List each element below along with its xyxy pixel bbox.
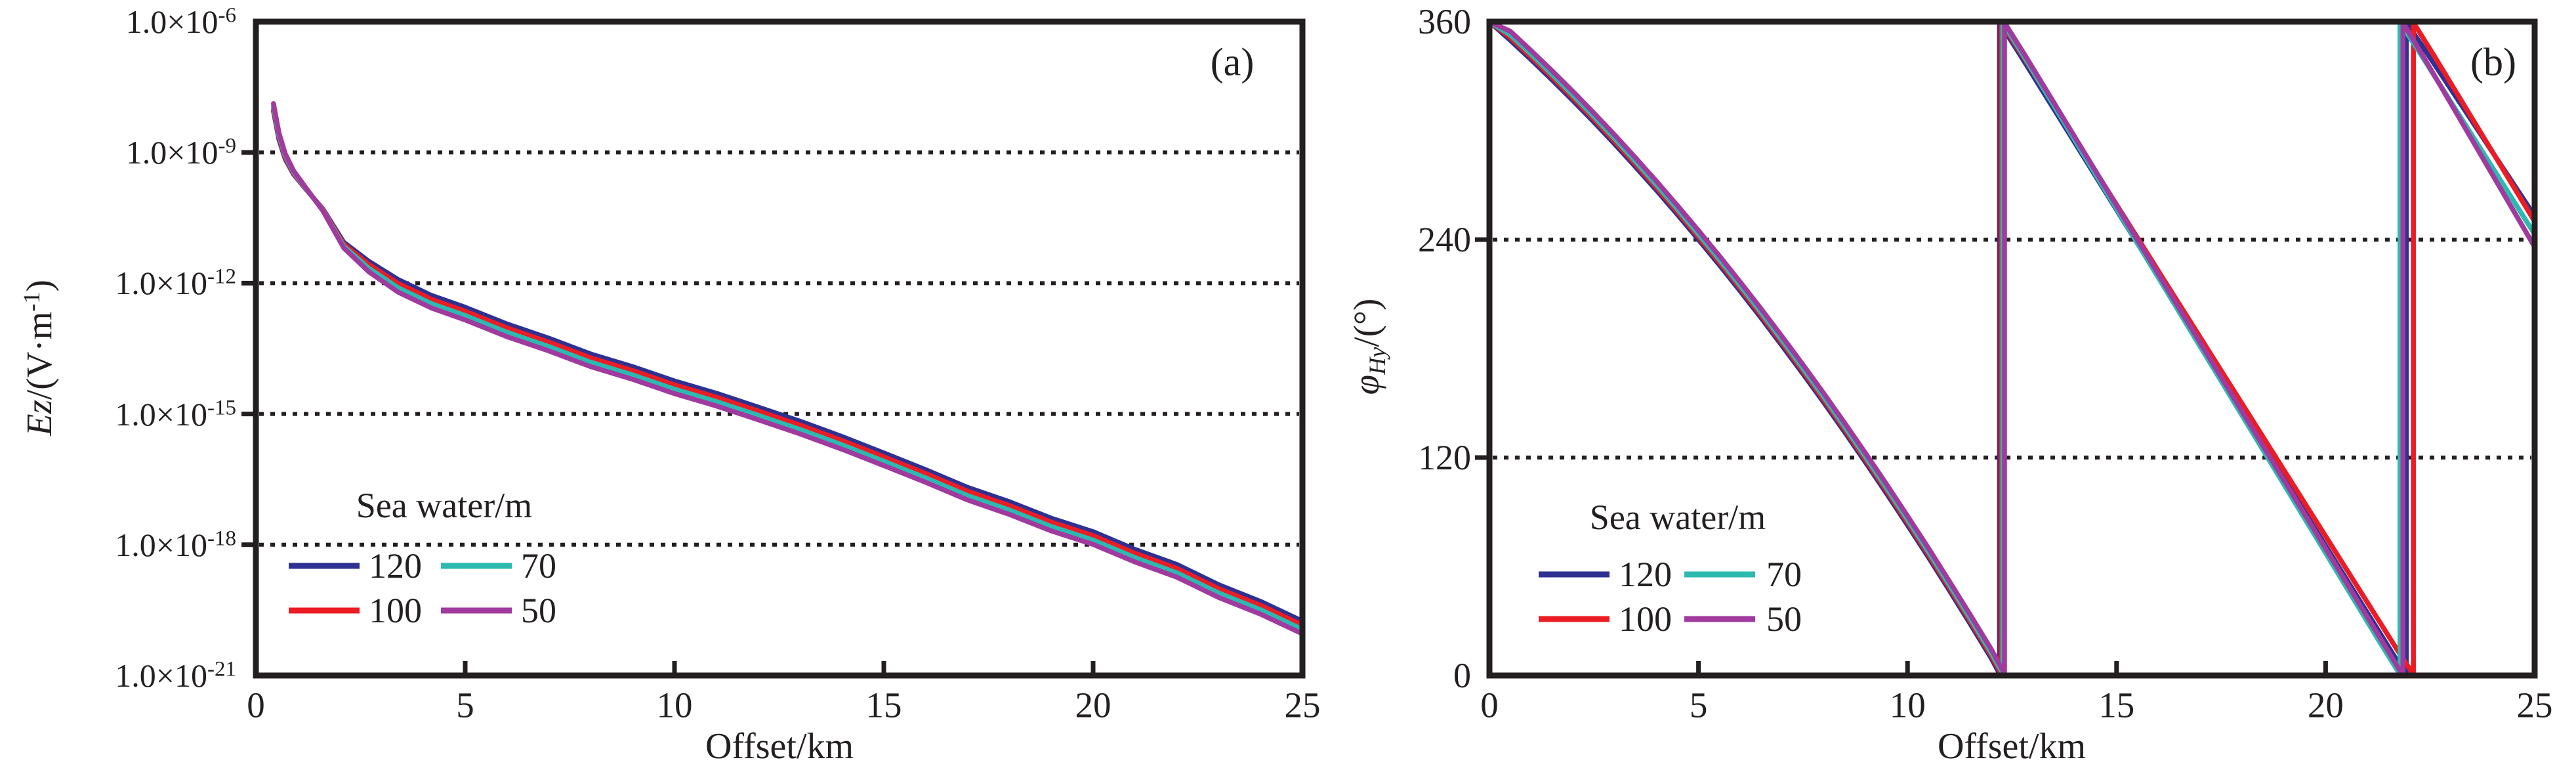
legend-label-50: 50 <box>1766 599 1802 639</box>
x-tick-label: 20 <box>1075 685 1111 725</box>
x-tick-label: 25 <box>1284 685 1321 725</box>
x-axis-label-a: Offset/km <box>705 726 854 767</box>
legend-label-50: 50 <box>521 591 556 630</box>
legend-swatch-120 <box>289 563 360 569</box>
ylabel-subscript: Hy <box>1364 347 1391 375</box>
x-tick-label: 25 <box>2516 685 2553 725</box>
y-tick-label: 360 <box>1418 2 1471 41</box>
ylabel-superscript: -1 <box>18 291 45 312</box>
x-tick-label: 10 <box>656 685 693 725</box>
series-line-70 <box>271 104 1305 632</box>
legend-label-100: 100 <box>1619 599 1672 639</box>
y-tick-label: 240 <box>1418 220 1471 259</box>
y-axis-label-ez: Ez/(V·m-1) <box>18 280 64 436</box>
legend-label-120: 120 <box>369 546 422 586</box>
legend-swatch-50 <box>1684 616 1755 622</box>
legend-swatch-50 <box>441 607 512 614</box>
x-tick-label: 5 <box>1689 685 1708 725</box>
plot-frame <box>1486 18 2538 679</box>
y-tick-label: 1.0×10-6 <box>125 3 236 40</box>
legend-swatch-100 <box>1539 616 1610 622</box>
x-tick-label: 15 <box>2098 685 2135 725</box>
y-tick-label: 1.0×10-12 <box>115 265 236 302</box>
panel-label-b: (b) <box>2470 40 2516 84</box>
series-line-100 <box>271 106 1305 628</box>
y-tick-label: 1.0×10-18 <box>115 526 236 563</box>
legend-title-b: Sea water/m <box>1589 498 1766 537</box>
x-tick-label: 15 <box>865 685 902 725</box>
y-axis-label-phase: φHy/(°) <box>1345 299 1391 395</box>
legend-label-100: 100 <box>369 591 422 630</box>
series-line-50 <box>271 101 1305 637</box>
legend-title-a: Sea water/m <box>356 486 533 525</box>
y-tick-label: 120 <box>1418 438 1471 477</box>
y-tick-label: 1.0×10-21 <box>115 657 236 694</box>
y-tick-label: 0 <box>1453 656 1471 695</box>
ylabel-variable: Ez <box>18 400 59 436</box>
legend-swatch-70 <box>441 563 512 569</box>
legend-label-70: 70 <box>521 546 556 586</box>
x-tick-label: 0 <box>1480 685 1499 725</box>
legend-swatch-120 <box>1539 571 1610 578</box>
x-tick-label: 20 <box>2307 685 2344 725</box>
legend-label-70: 70 <box>1766 555 1802 594</box>
legend-swatch-100 <box>289 607 360 614</box>
ylabel-variable: φ <box>1346 374 1386 395</box>
ylabel-unit: /(V·m <box>18 311 59 400</box>
x-tick-label: 0 <box>247 685 265 725</box>
x-tick-label: 5 <box>456 685 474 725</box>
plot-frame <box>253 18 1306 679</box>
legend-label-120: 120 <box>1619 555 1672 594</box>
ylabel-unit: /( <box>1346 324 1386 347</box>
panel-label-a: (a) <box>1210 40 1255 84</box>
legend-swatch-70 <box>1684 571 1755 578</box>
ylabel-unit-close: ) <box>18 280 59 292</box>
ylabel-unit-close: °) <box>1346 298 1386 325</box>
y-tick-label: 1.0×10-9 <box>125 134 236 171</box>
y-tick-label: 1.0×10-15 <box>115 395 236 433</box>
x-tick-label: 10 <box>1889 685 1926 725</box>
x-axis-label-b: Offset/km <box>1937 726 2087 767</box>
